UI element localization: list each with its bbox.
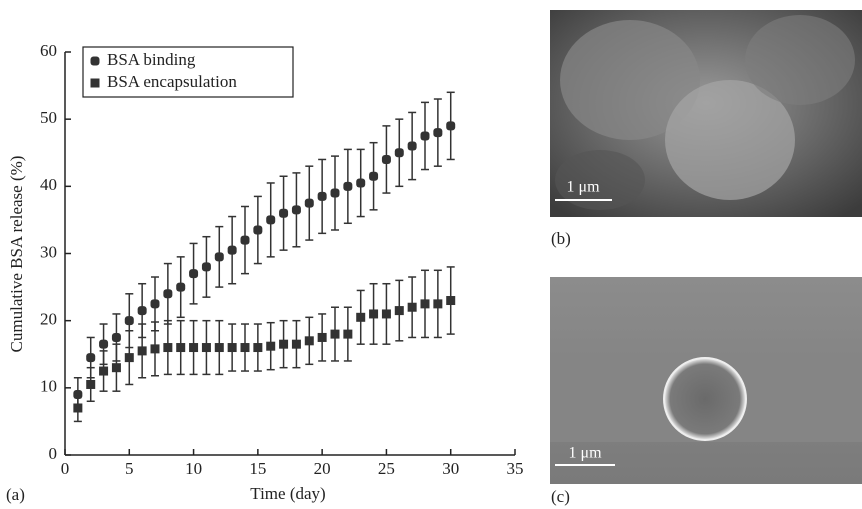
data-point (446, 296, 456, 306)
legend-marker (90, 78, 100, 88)
data-point (304, 336, 314, 346)
data-point (176, 282, 186, 292)
data-point (189, 343, 199, 353)
data-point (317, 191, 327, 201)
data-point (394, 306, 404, 316)
y-tick-label: 20 (40, 310, 57, 329)
x-tick-label: 25 (378, 459, 395, 478)
y-tick-label: 50 (40, 108, 57, 127)
data-point (407, 302, 417, 312)
data-point (253, 343, 263, 353)
x-tick-label: 5 (125, 459, 134, 478)
data-point (99, 339, 109, 349)
data-point (99, 366, 109, 376)
data-point (201, 262, 211, 272)
data-point (124, 316, 134, 326)
data-point (381, 154, 391, 164)
data-point (150, 299, 160, 309)
data-point (124, 353, 134, 363)
y-tick-label: 40 (40, 175, 57, 194)
panel-label: (b) (551, 229, 571, 248)
data-point (279, 339, 289, 349)
data-point (433, 128, 443, 138)
x-tick-label: 35 (507, 459, 524, 478)
data-point (330, 188, 340, 198)
data-point (137, 306, 147, 316)
data-point (330, 329, 340, 339)
x-tick-label: 20 (314, 459, 331, 478)
data-point (433, 299, 443, 309)
x-tick-label: 30 (442, 459, 459, 478)
x-tick-label: 10 (185, 459, 202, 478)
data-point (214, 252, 224, 262)
data-point (240, 343, 250, 353)
data-point (343, 329, 353, 339)
data-point (343, 181, 353, 191)
data-point (266, 341, 276, 351)
y-tick-label: 60 (40, 41, 57, 60)
legend-box (82, 46, 294, 98)
data-point (266, 215, 276, 225)
data-point (214, 343, 224, 353)
data-point (240, 235, 250, 245)
data-point (86, 353, 96, 363)
data-point (111, 332, 121, 342)
data-point (150, 344, 160, 354)
legend-marker (90, 56, 100, 66)
data-point (279, 208, 289, 218)
data-point (407, 141, 417, 151)
data-point (394, 148, 404, 158)
sem-image-c: 1 μm (550, 277, 862, 484)
legend-label: BSA encapsulation (107, 72, 237, 91)
data-point (253, 225, 263, 235)
y-tick-label: 30 (40, 242, 57, 261)
data-point (189, 269, 199, 279)
data-point (356, 312, 366, 322)
panel-label: (c) (551, 487, 570, 506)
data-point (86, 379, 96, 389)
scale-bar-label: 1 μm (568, 445, 602, 462)
data-point (163, 289, 173, 299)
x-axis-title: Time (day) (250, 484, 325, 503)
data-point (137, 346, 147, 356)
data-point (446, 121, 456, 131)
panel-label: (a) (6, 485, 25, 504)
data-point (227, 343, 237, 353)
data-point (291, 205, 301, 215)
data-point (111, 363, 121, 373)
data-point (163, 343, 173, 353)
data-point (369, 309, 379, 319)
y-tick-label: 0 (49, 444, 58, 463)
data-point (201, 343, 211, 353)
x-tick-label: 15 (249, 459, 266, 478)
scale-bar-label: 1 μm (566, 179, 600, 196)
y-axis-title: Cumulative BSA release (%) (7, 156, 26, 353)
data-point (291, 339, 301, 349)
legend-label: BSA binding (107, 50, 196, 69)
data-point (420, 299, 430, 309)
data-point (304, 198, 314, 208)
data-point (381, 309, 391, 319)
sem-image-b: 1 μm (550, 10, 862, 217)
data-point (227, 245, 237, 255)
data-point (356, 178, 366, 188)
y-tick-label: 10 (40, 377, 57, 396)
data-point (317, 332, 327, 342)
data-point (369, 171, 379, 181)
x-tick-label: 0 (61, 459, 70, 478)
data-point (73, 403, 83, 413)
data-point (420, 131, 430, 141)
data-point (176, 343, 186, 353)
